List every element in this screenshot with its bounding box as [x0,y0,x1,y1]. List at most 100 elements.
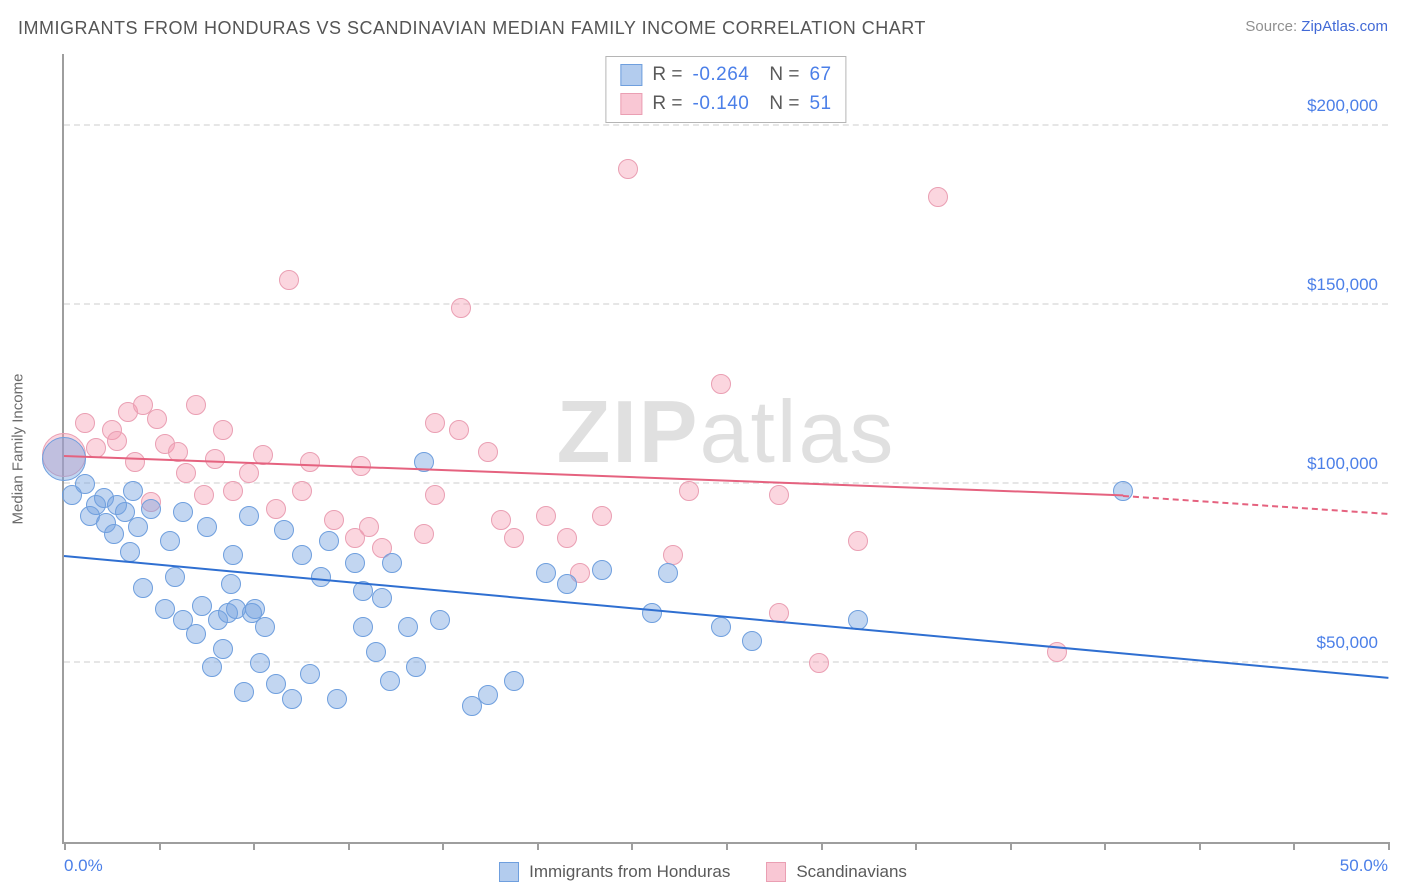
scatter-point [451,298,471,318]
scatter-point [194,485,214,505]
x-tick [1104,842,1106,850]
legend-r-value: -0.140 [692,90,749,119]
scatter-point [186,624,206,644]
scatter-point [478,685,498,705]
scatter-point [75,413,95,433]
scatter-point [504,671,524,691]
scatter-point [592,560,612,580]
legend-r-label: R = [652,90,682,119]
scatter-point [345,553,365,573]
scatter-point [104,524,124,544]
x-tick [537,842,539,850]
scatter-point [75,474,95,494]
scatter-point [107,431,127,451]
legend-item: Scandinavians [766,862,907,882]
y-tick-label: $200,000 [1307,96,1378,116]
scatter-point [173,502,193,522]
legend-swatch [620,64,642,86]
legend-label: Immigrants from Honduras [529,862,730,882]
scatter-point [414,524,434,544]
legend-swatch [499,862,519,882]
legend-row: R = -0.140 N = 51 [620,90,831,119]
x-tick [915,842,917,850]
legend-n-label: N = [769,61,799,90]
scatter-point [848,531,868,551]
scatter-point [221,574,241,594]
source-line: Source: ZipAtlas.com [1245,18,1388,35]
source-label: Source: [1245,18,1297,35]
chart-area: Median Family Income ZIPatlas R =-0.264N… [18,54,1388,844]
x-tick [1388,842,1390,850]
y-tick-label: $50,000 [1317,633,1378,653]
chart-container: IMMIGRANTS FROM HONDURAS VS SCANDINAVIAN… [0,0,1406,892]
y-axis-label: Median Family Income [10,374,27,525]
scatter-point [592,506,612,526]
scatter-point [642,603,662,623]
source-link[interactable]: ZipAtlas.com [1301,18,1388,35]
scatter-point [266,499,286,519]
scatter-point [1113,481,1133,501]
x-tick [442,842,444,850]
scatter-point [382,553,402,573]
scatter-point [711,617,731,637]
scatter-point [618,159,638,179]
scatter-point [250,653,270,673]
scatter-point [147,409,167,429]
scatter-point [128,517,148,537]
scatter-point [202,657,222,677]
scatter-point [742,631,762,651]
scatter-point [245,599,265,619]
x-tick [253,842,255,850]
x-tick [1010,842,1012,850]
y-tick-label: $100,000 [1307,454,1378,474]
scatter-point [300,664,320,684]
scatter-point [372,588,392,608]
scatter-point [711,374,731,394]
gridline [64,303,1388,305]
scatter-point [504,528,524,548]
scatter-point [141,499,161,519]
scatter-point [292,481,312,501]
legend-row: R =-0.264N =67 [620,61,831,90]
scatter-point [282,689,302,709]
scatter-point [353,617,373,637]
scatter-point [133,578,153,598]
scatter-point [324,510,344,530]
scatter-point [197,517,217,537]
scatter-point [679,481,699,501]
legend-n-value: 67 [809,61,831,90]
legend-n-label: N = [769,90,799,119]
scatter-point [176,463,196,483]
scatter-point [769,485,789,505]
x-tick [631,842,633,850]
x-tick [1293,842,1295,850]
legend-swatch [766,862,786,882]
scatter-point [300,452,320,472]
trend-line-dashed [1123,495,1388,515]
correlation-legend: R =-0.264N =67R =-0.140N =51 [605,56,846,123]
scatter-point [425,485,445,505]
legend-n-value: 51 [809,90,831,119]
scatter-point [658,563,678,583]
scatter-point [557,574,577,594]
scatter-point [809,653,829,673]
scatter-point [380,671,400,691]
legend-item: Immigrants from Honduras [499,862,730,882]
legend-label: Scandinavians [796,862,907,882]
scatter-point [120,542,140,562]
x-tick [64,842,66,850]
scatter-point [536,506,556,526]
scatter-point [160,531,180,551]
scatter-point [398,617,418,637]
scatter-point [279,270,299,290]
scatter-point [359,517,379,537]
scatter-point [274,520,294,540]
scatter-point [366,642,386,662]
scatter-point [125,452,145,472]
x-tick [348,842,350,850]
scatter-point [255,617,275,637]
scatter-point [123,481,143,501]
scatter-point [239,463,259,483]
chart-header: IMMIGRANTS FROM HONDURAS VS SCANDINAVIAN… [0,0,1406,39]
watermark-text: ZIPatlas [557,381,896,483]
